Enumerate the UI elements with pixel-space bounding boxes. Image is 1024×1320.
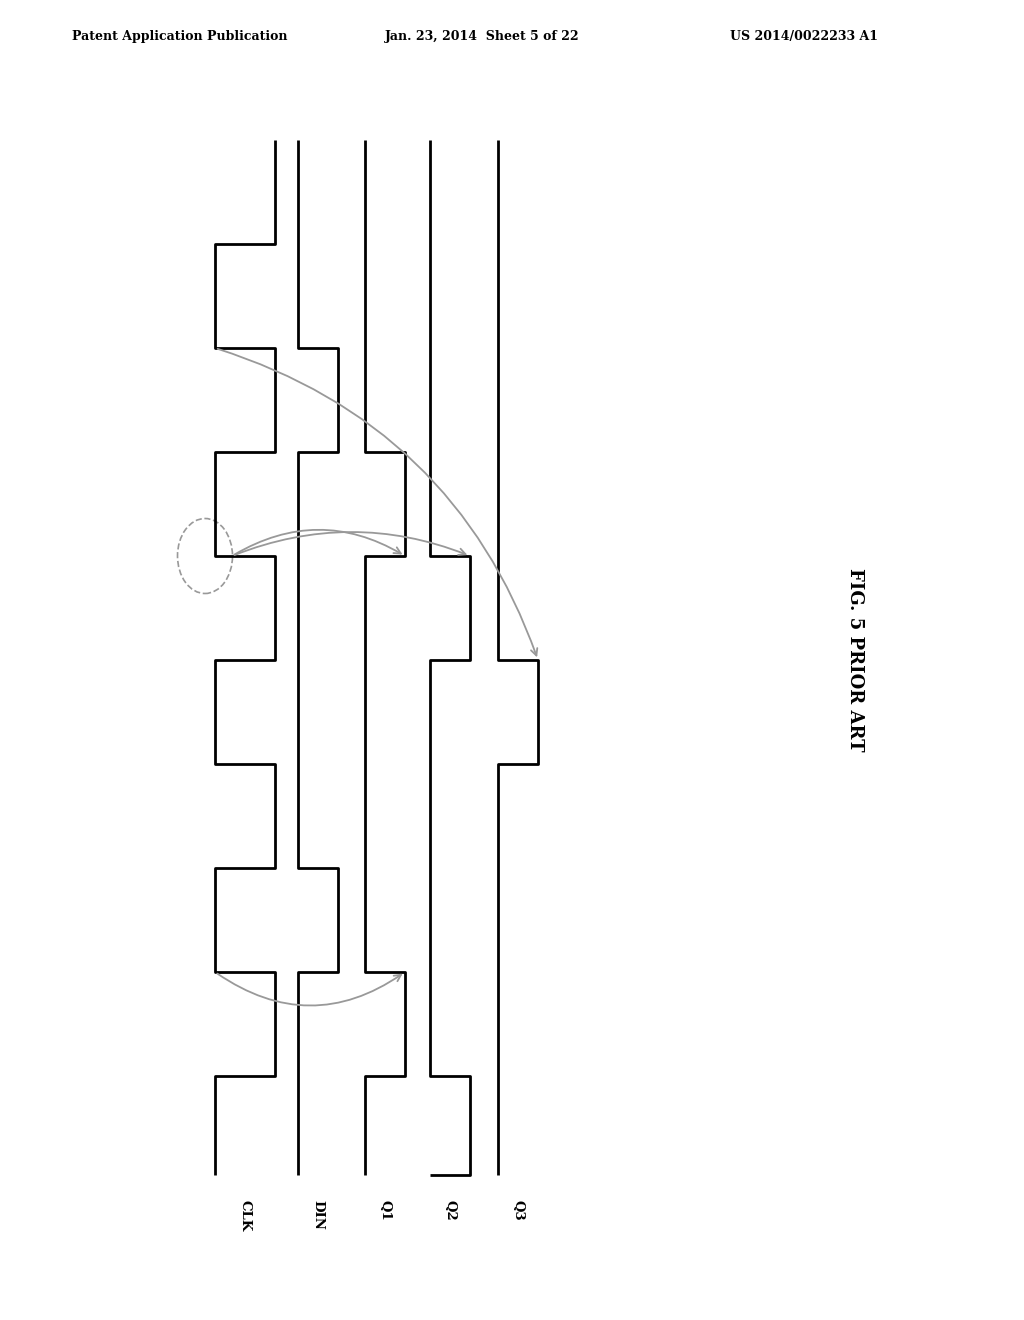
Text: CLK: CLK [239, 1200, 252, 1232]
Text: Q3: Q3 [512, 1200, 524, 1221]
Text: US 2014/0022233 A1: US 2014/0022233 A1 [730, 30, 878, 44]
Text: FIG. 5 PRIOR ART: FIG. 5 PRIOR ART [846, 568, 864, 752]
Text: Q1: Q1 [379, 1200, 391, 1221]
Text: Patent Application Publication: Patent Application Publication [72, 30, 288, 44]
Text: Q2: Q2 [443, 1200, 457, 1221]
Text: Jan. 23, 2014  Sheet 5 of 22: Jan. 23, 2014 Sheet 5 of 22 [385, 30, 580, 44]
Text: DIN: DIN [311, 1200, 325, 1230]
